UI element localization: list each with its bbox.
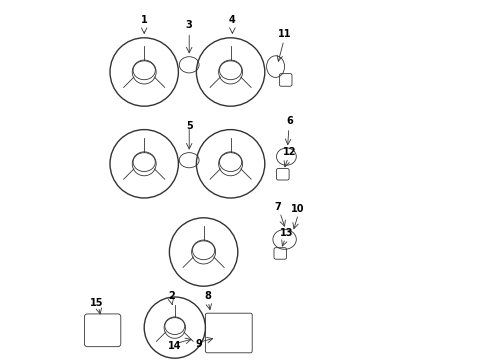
Text: 12: 12 [283, 147, 297, 157]
Text: 6: 6 [287, 116, 294, 126]
Text: 10: 10 [291, 204, 304, 214]
Text: 15: 15 [90, 298, 103, 308]
Text: 13: 13 [280, 228, 293, 238]
Text: 3: 3 [186, 20, 193, 30]
Text: 8: 8 [205, 291, 212, 301]
Text: 14: 14 [168, 341, 182, 351]
Text: 11: 11 [278, 29, 292, 39]
Text: 9: 9 [196, 339, 202, 349]
Text: 2: 2 [168, 291, 174, 301]
Text: 7: 7 [275, 202, 281, 212]
Text: 1: 1 [141, 15, 147, 25]
Text: 5: 5 [186, 121, 193, 131]
Text: 4: 4 [229, 15, 236, 25]
